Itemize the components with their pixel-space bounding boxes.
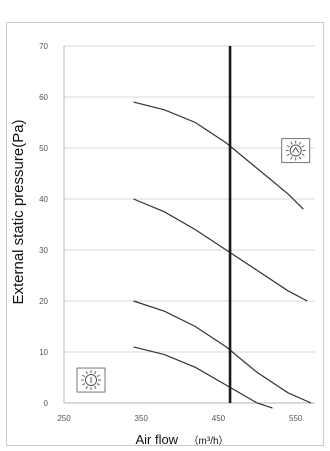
icon-ray bbox=[94, 371, 97, 375]
y-tick-label: 30 bbox=[39, 246, 48, 255]
icon-ray bbox=[286, 153, 290, 156]
x-axis-unit: （m³/h） bbox=[189, 435, 229, 447]
axes bbox=[63, 46, 315, 404]
icon-ray bbox=[298, 156, 302, 160]
icon-ray bbox=[85, 371, 88, 375]
icon-ray bbox=[286, 145, 290, 148]
x-axis-title: Air flow （m³/h） bbox=[135, 431, 228, 448]
icon-ray bbox=[96, 383, 100, 386]
y-tick-label: 70 bbox=[39, 42, 48, 51]
icon-ray bbox=[298, 141, 302, 145]
icon-ray bbox=[301, 145, 305, 148]
gridlines bbox=[64, 45, 315, 353]
icon-ray bbox=[96, 374, 100, 377]
icon-hub bbox=[85, 374, 98, 387]
icon-ray bbox=[82, 383, 86, 386]
x-tick-label: 350 bbox=[135, 414, 149, 423]
speed-icons bbox=[76, 138, 311, 393]
icon-ray bbox=[290, 141, 293, 145]
icon-ray bbox=[94, 385, 97, 389]
y-tick-label: 0 bbox=[44, 399, 49, 408]
curve-3 bbox=[133, 300, 312, 404]
curve-4 bbox=[133, 346, 273, 409]
x-tick-label: 550 bbox=[289, 414, 303, 423]
y-tick-label: 50 bbox=[39, 144, 48, 153]
curve-2 bbox=[133, 198, 308, 302]
icon-mark bbox=[292, 146, 300, 153]
y-tick-label: 60 bbox=[39, 93, 48, 102]
icon-ray bbox=[290, 156, 293, 160]
low-speed-fan-icon bbox=[76, 367, 106, 393]
icon-ray bbox=[85, 385, 88, 389]
icon-ray bbox=[301, 153, 305, 156]
y-tick-label: 10 bbox=[39, 348, 48, 357]
tick-labels: 0 10 20 30 40 50 60 70 250 350 450 550 bbox=[39, 42, 303, 423]
x-tick-label: 450 bbox=[212, 414, 226, 423]
icon-ray bbox=[82, 374, 86, 377]
chart-frame bbox=[6, 22, 324, 446]
y-tick-label: 20 bbox=[39, 297, 48, 306]
y-axis-label: External static pressure(Pa) bbox=[10, 119, 27, 304]
x-axis-label: Air flow bbox=[135, 432, 178, 447]
curve-1 bbox=[133, 101, 304, 210]
curves bbox=[133, 101, 312, 409]
x-tick-label: 250 bbox=[57, 414, 71, 423]
icon-hub bbox=[289, 144, 302, 157]
y-tick-label: 40 bbox=[39, 195, 48, 204]
high-speed-fan-icon bbox=[281, 138, 311, 164]
